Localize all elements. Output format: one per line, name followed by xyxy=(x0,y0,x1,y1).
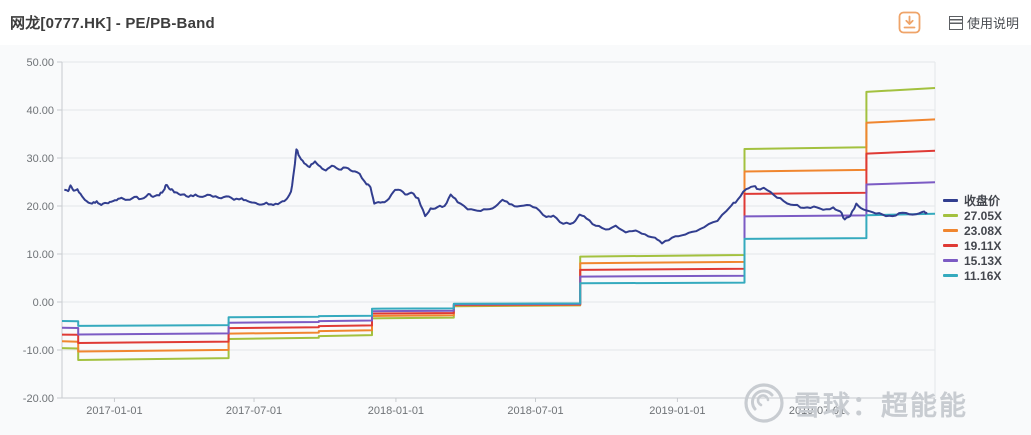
download-icon xyxy=(898,11,921,34)
y-tick-label: 10.00 xyxy=(26,249,54,261)
legend-item-19.11x[interactable]: 19.11X xyxy=(943,238,1002,253)
x-tick-label: 2019-01-01 xyxy=(649,405,705,417)
pe-band-11.16x xyxy=(61,212,936,327)
page-title: 网龙[0777.HK] - PE/PB-Band xyxy=(10,15,215,32)
legend-item-15.13x[interactable]: 15.13X xyxy=(943,253,1002,268)
y-tick-label: 0.00 xyxy=(33,297,54,309)
manual-icon xyxy=(948,15,963,30)
legend-item-23.08x[interactable]: 23.08X xyxy=(943,223,1002,238)
pe-band-19.11x xyxy=(61,149,936,344)
legend-label: 27.05X xyxy=(964,208,1003,223)
legend-label: 11.16X xyxy=(964,268,1002,283)
legend-marker xyxy=(943,199,958,202)
price-line xyxy=(64,148,928,245)
download-button[interactable] xyxy=(898,11,921,34)
y-tick-label: 50.00 xyxy=(26,57,54,69)
help-label: 使用说明 xyxy=(966,16,1019,31)
pe-band-chart: 50.00 40.00 30.00 20.00 10.00 0.00 -10.00 -20.0… xyxy=(0,45,1031,435)
legend-label: 收盘价 xyxy=(964,194,1001,208)
x-tick-label: 2018-01-01 xyxy=(368,405,424,417)
y-tick-label: 40.00 xyxy=(26,105,54,117)
y-tick-label: -20.00 xyxy=(23,393,54,405)
y-tick-label: 20.00 xyxy=(26,201,54,213)
header: 网龙[0777.HK] - PE/PB-Band 使用说明 xyxy=(0,0,1031,45)
header-actions: 使用说明 xyxy=(898,11,1019,34)
x-tick-label: 2019-07-01 xyxy=(789,405,845,417)
legend-label: 15.13X xyxy=(964,253,1003,268)
y-tick-label: 30.00 xyxy=(26,153,54,165)
x-tick-label: 2018-07-01 xyxy=(507,405,563,417)
legend-item-27.05x[interactable]: 27.05X xyxy=(943,208,1002,223)
help-link[interactable]: 使用说明 xyxy=(948,13,1019,32)
x-tick-label: 2017-01-01 xyxy=(86,405,142,417)
pe-band-23.08x xyxy=(61,118,936,353)
legend-marker xyxy=(943,244,958,247)
y-tick-label: -10.00 xyxy=(23,345,54,357)
legend-marker xyxy=(943,274,958,277)
pe-band-27.05x xyxy=(61,87,936,361)
legend-label: 23.08X xyxy=(964,223,1003,238)
legend-item-收盘价[interactable]: 收盘价 xyxy=(943,193,1002,208)
legend-marker xyxy=(943,229,958,232)
legend-marker xyxy=(943,259,958,262)
pe-band-15.13x xyxy=(61,181,936,336)
chart-legend: 收盘价 27.05X 23.08X 19.11X 15.13X 11.16X xyxy=(943,193,1002,283)
legend-label: 19.11X xyxy=(964,238,1002,253)
x-tick-label: 2017-07-01 xyxy=(226,405,282,417)
legend-marker xyxy=(943,214,958,217)
legend-item-11.16x[interactable]: 11.16X xyxy=(943,268,1002,283)
